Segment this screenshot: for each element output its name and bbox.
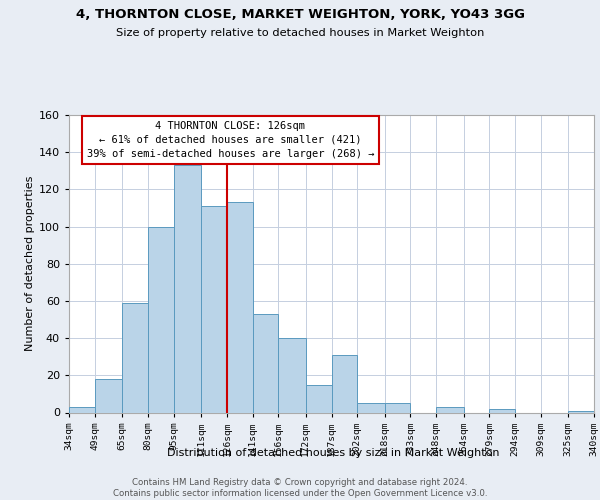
Bar <box>332 355 357 412</box>
Bar <box>227 202 253 412</box>
Bar <box>278 338 306 412</box>
Bar <box>173 165 201 412</box>
Bar <box>122 303 148 412</box>
Bar <box>69 407 95 412</box>
Bar <box>306 384 332 412</box>
Bar <box>201 206 227 412</box>
Bar <box>436 407 464 412</box>
Bar <box>385 403 410 412</box>
Text: 4 THORNTON CLOSE: 126sqm
← 61% of detached houses are smaller (421)
39% of semi-: 4 THORNTON CLOSE: 126sqm ← 61% of detach… <box>86 120 374 160</box>
Bar <box>568 410 594 412</box>
Text: Distribution of detached houses by size in Market Weighton: Distribution of detached houses by size … <box>167 448 499 458</box>
Text: Contains HM Land Registry data © Crown copyright and database right 2024.
Contai: Contains HM Land Registry data © Crown c… <box>113 478 487 498</box>
Bar <box>490 409 515 412</box>
Y-axis label: Number of detached properties: Number of detached properties <box>25 176 35 352</box>
Bar <box>253 314 278 412</box>
Bar <box>357 403 385 412</box>
Bar <box>148 226 173 412</box>
Bar <box>95 379 122 412</box>
Text: Size of property relative to detached houses in Market Weighton: Size of property relative to detached ho… <box>116 28 484 38</box>
Text: 4, THORNTON CLOSE, MARKET WEIGHTON, YORK, YO43 3GG: 4, THORNTON CLOSE, MARKET WEIGHTON, YORK… <box>76 8 524 20</box>
